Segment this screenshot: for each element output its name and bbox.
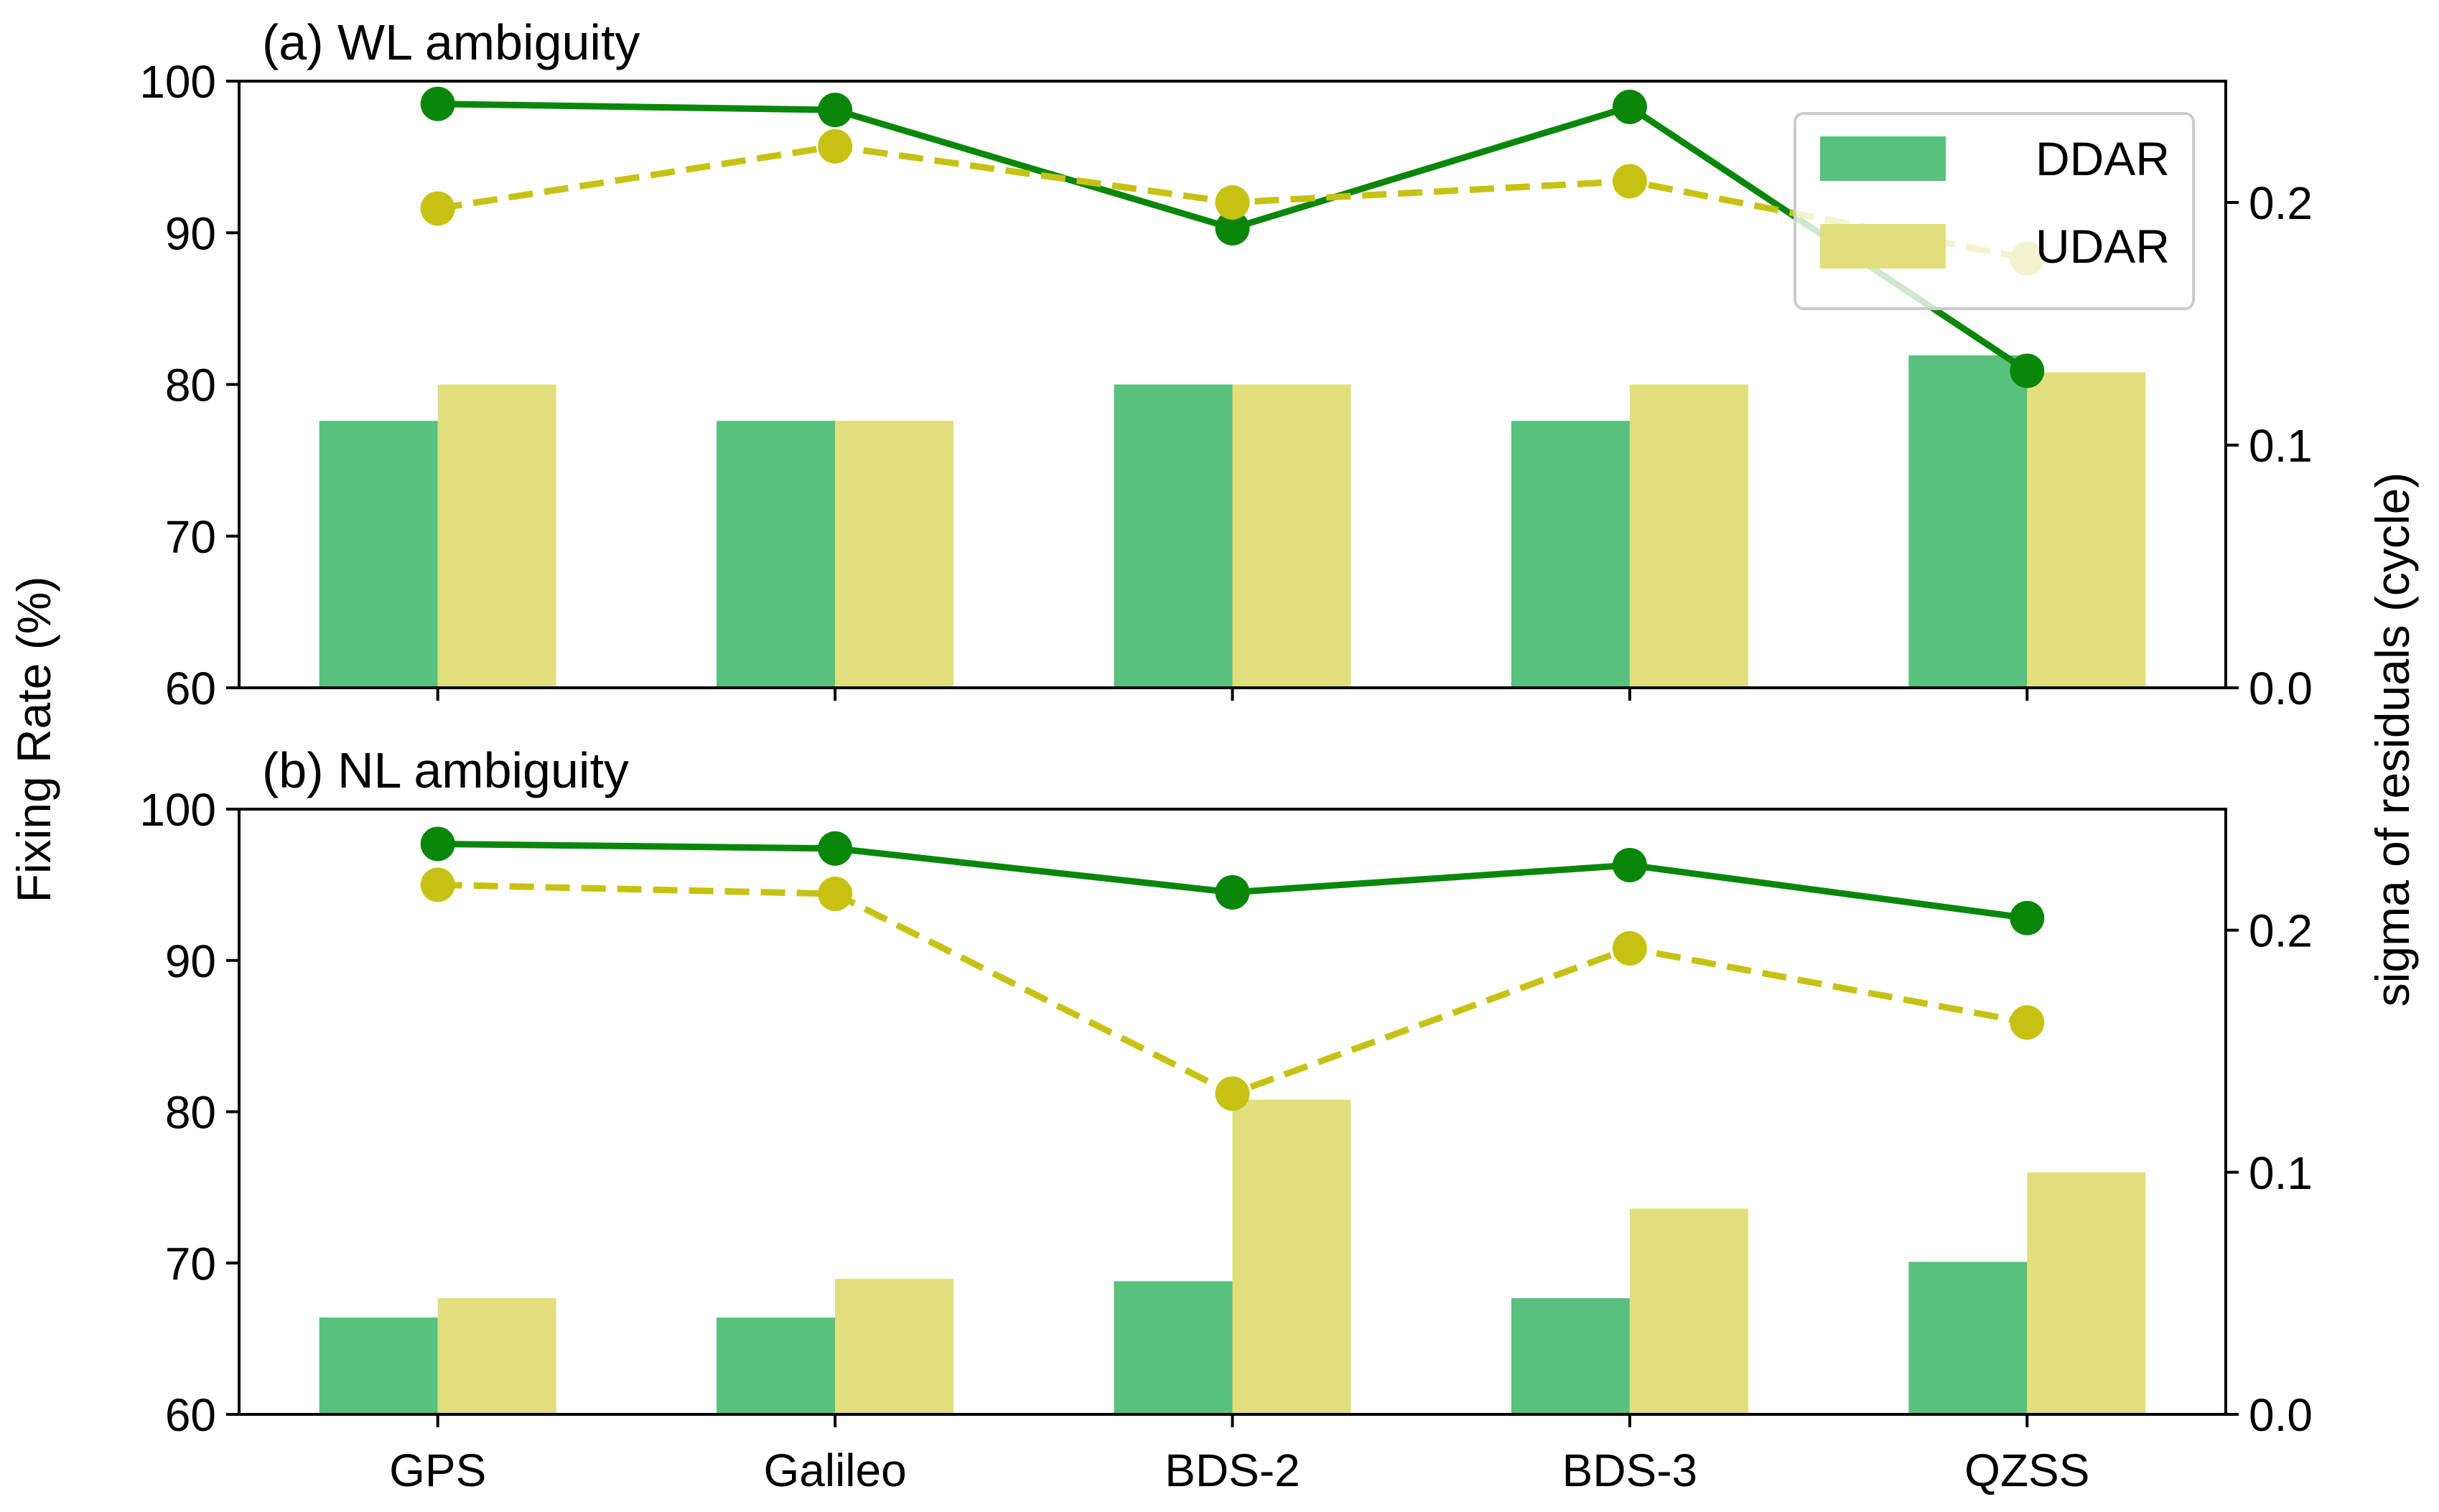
point-udar-galileo [818,129,853,164]
bar-ddar-qzss [1908,1261,2028,1414]
bar-udar-bds-2 [1232,1099,1351,1414]
point-ddar-gps [420,86,455,121]
x-tick-label: BDS-3 [1562,1445,1698,1496]
legend-swatch-udar [1820,224,1946,269]
bar-ddar-bds-2 [1114,1281,1233,1414]
panel-wl-ambiguity: 60 70 80 90 100 0.0 0.1 0.2 (a) WL ambiguity [139,14,2313,714]
point-udar-bds-3 [1612,930,1647,966]
point-ddar-bds-2 [1215,874,1250,910]
bar-ddar-gps [319,421,438,688]
point-udar-bds-2 [1215,185,1250,220]
line-udar [437,881,2028,1097]
point-ddar-galileo [818,93,853,128]
bar-udar-qzss [2027,1172,2146,1414]
bar-udar-bds-3 [1629,384,1748,688]
point-ddar-galileo [818,831,853,866]
panel-title: (b) NL ambiguity [262,742,629,798]
bar-udar-gps [437,384,556,688]
point-udar-bds-2 [1215,1076,1250,1111]
x-tick-label: Galileo [763,1445,906,1496]
point-ddar-bds-3 [1612,89,1647,124]
y-tick-label-left: 100 [139,784,216,836]
point-udar-galileo [818,877,853,912]
point-ddar-bds-2 [1215,210,1250,246]
bar-udar-bds-3 [1629,1208,1748,1414]
bar-ddar-bds-3 [1511,1298,1630,1414]
legend-label-ddar: DDAR [2035,132,2170,185]
y-tick-label-left: 70 [165,511,216,563]
bar-ddar-qzss [1908,355,2028,688]
bar-udar-galileo [835,421,954,688]
panel-title: (a) WL ambiguity [262,14,640,70]
y-axis-title-left: Fixing Rate (%) [7,577,60,903]
bar-ddar-galileo [717,1317,836,1414]
bar-udar-galileo [835,1279,954,1414]
bar-udar-qzss [2027,372,2146,688]
y-tick-label-left: 80 [165,1087,216,1139]
legend-swatch-ddar [1820,136,1946,181]
x-tick-label: GPS [389,1445,486,1496]
point-udar-bds-3 [1612,164,1647,199]
point-ddar-bds-3 [1612,847,1647,882]
bar-ddar-galileo [717,421,836,688]
y-tick-label-left: 60 [165,1389,216,1441]
y-tick-label-left: 70 [165,1238,216,1289]
point-ddar-qzss [2010,353,2045,388]
panel-nl-ambiguity: 60 70 80 90 100 0.0 0.1 0.2 GPS Galileo BDS-2 BDS-3… [139,742,2313,1496]
legend: DDAR UDAR [1794,112,2195,310]
y-tick-label-right: 0.1 [2249,420,2313,472]
y-tick-label-right: 0.1 [2249,1147,2313,1199]
y-tick-label-left: 100 [139,56,216,108]
y-tick-label-right: 0.0 [2249,1389,2313,1441]
point-ddar-qzss [2010,900,2045,935]
y-tick-label-left: 60 [165,663,216,714]
y-tick-label-right: 0.2 [2249,905,2313,957]
point-udar-qzss [2010,1005,2045,1040]
point-ddar-gps [420,826,455,862]
y-axis-title-right: sigma of residuals (cycle) [2366,472,2419,1007]
bar-udar-bds-2 [1232,384,1351,688]
bar-ddar-bds-3 [1511,421,1630,688]
y-tick-label-right: 0.0 [2249,663,2313,714]
bar-udar-gps [437,1298,556,1414]
point-udar-gps [420,191,455,226]
x-tick-label: BDS-2 [1165,1445,1300,1496]
legend-label-udar: UDAR [2035,220,2170,273]
bar-ddar-gps [319,1317,438,1414]
bar-ddar-bds-2 [1114,384,1233,688]
point-udar-gps [420,867,455,902]
y-tick-label-left: 80 [165,360,216,411]
y-tick-label-left: 90 [165,935,216,987]
y-tick-label-right: 0.2 [2249,177,2313,229]
y-tick-label-left: 90 [165,207,216,259]
x-tick-label: QZSS [1964,1445,2089,1496]
